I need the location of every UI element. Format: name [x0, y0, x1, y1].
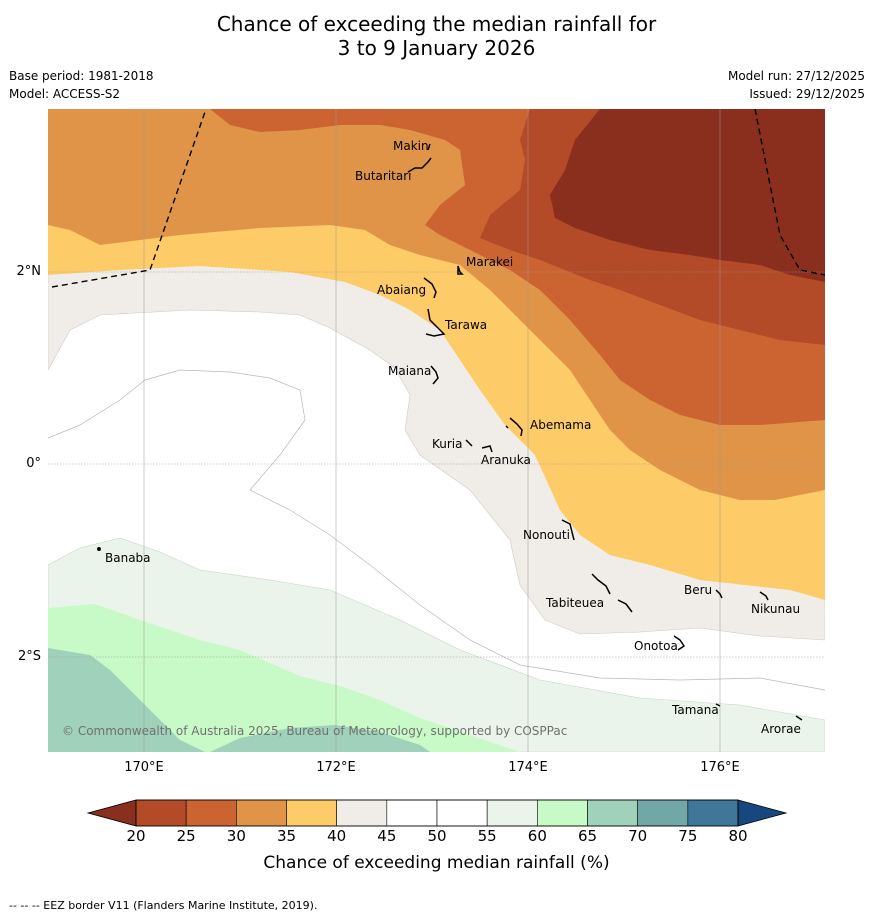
eez-border-east	[754, 109, 825, 276]
eez-border	[51, 109, 825, 288]
island-shape-abemama	[505, 417, 523, 437]
colorbar-swatch	[386, 799, 438, 827]
place-label-abemama: Abemama	[530, 418, 592, 432]
model-name: Model: ACCESS-S2	[9, 87, 121, 101]
title-line-1: Chance of exceeding the median rainfall …	[216, 12, 657, 36]
colorbar-tick-label: 40	[327, 827, 347, 845]
island-shape-abaiang	[423, 277, 437, 299]
colorbar-tick-label: 35	[276, 827, 297, 845]
island-shape-beru	[715, 589, 723, 599]
colorbar-swatch	[185, 799, 237, 827]
lon-label-176e: 176°E	[700, 760, 740, 775]
colorbar-over-triangle	[737, 799, 788, 827]
island-shape-onotoa	[673, 635, 686, 651]
place-label-tamana: Tamana	[672, 703, 719, 717]
colorbar-swatch	[486, 799, 538, 827]
colorbar-swatch	[135, 799, 187, 827]
colorbar-swatch	[236, 799, 287, 827]
chart-title: Chance of exceeding the median rainfall …	[0, 12, 873, 60]
lat-label-equator: 0°	[26, 456, 41, 471]
lon-label-172e: 172°E	[316, 760, 356, 775]
colorbar-tick-label: 20	[126, 827, 146, 845]
colorbar-tick-label: 60	[527, 827, 547, 845]
meta-left: Base period: 1981-2018 Model: ACCESS-S2	[9, 67, 154, 103]
place-label-banaba: Banaba	[105, 551, 151, 565]
colorbar-swatch	[637, 799, 689, 827]
island-shape-makin	[427, 143, 431, 151]
place-label-nonouti: Nonouti	[523, 528, 570, 542]
place-label-abaiang: Abaiang	[377, 283, 427, 297]
lat-label-2s: 2°S	[17, 649, 41, 664]
island-shape-arorae	[795, 715, 803, 721]
band-65-70	[48, 648, 205, 752]
island-shape-nonouti	[561, 519, 575, 541]
colorbar-tick-label: 30	[226, 827, 246, 845]
place-label-nikunau: Nikunau	[751, 602, 801, 616]
colorbar-tick-label: 55	[477, 827, 497, 845]
colorbar-tick-label: 80	[728, 827, 748, 845]
place-label-arorae: Arorae	[761, 722, 801, 736]
place-label-tabiteuea: Tabiteuea	[546, 596, 605, 610]
graticule	[48, 109, 825, 752]
colorbar-tick-label: 25	[176, 827, 196, 845]
title-line-2: 3 to 9 January 2026	[337, 36, 536, 60]
colorbar-tick-label: 45	[377, 827, 397, 845]
copyright-notice: © Commonwealth of Australia 2025, Bureau…	[62, 724, 568, 738]
rainfall-map	[48, 109, 825, 752]
island-shape-marakei	[457, 265, 464, 275]
island-shape-tarawa	[425, 308, 446, 337]
band-60-65	[48, 604, 520, 752]
place-label-marakei: Marakei	[466, 255, 514, 269]
eez-footer-note: -- -- -- EEZ border V11 (Flanders Marine…	[9, 899, 318, 912]
island-shape-aranuka	[481, 445, 493, 453]
colorbar-swatch	[436, 799, 488, 827]
islands	[97, 143, 803, 721]
place-label-onotoa: Onotoa	[634, 639, 678, 653]
place-label-aranuka: Aranuka	[481, 453, 531, 467]
colorbar	[86, 799, 788, 827]
colorbar-under-triangle	[86, 799, 137, 827]
colorbar-swatch	[537, 799, 588, 827]
colorbar-tick-label: 70	[628, 827, 648, 845]
band-65-70-south	[210, 725, 430, 752]
island-shape-tamana	[715, 703, 721, 707]
colorbar-swatches	[135, 799, 739, 827]
colorbar-tick-label: 65	[577, 827, 598, 845]
place-label-makin: Makin	[393, 139, 429, 153]
colorbar-swatch	[336, 799, 388, 827]
lat-label-2n: 2°N	[16, 264, 42, 279]
lon-label-170e: 170°E	[124, 760, 164, 775]
colorbar-tick-label: 75	[678, 827, 698, 845]
meta-right: Model run: 27/12/2025 Issued: 29/12/2025	[728, 67, 865, 103]
model-run: Model run: 27/12/2025	[727, 69, 865, 83]
colorbar-swatch	[587, 799, 638, 827]
issued-date: Issued: 29/12/2025	[749, 87, 865, 101]
base-period: Base period: 1981-2018	[9, 69, 154, 83]
island-shape-nikunau	[759, 591, 769, 601]
island-shape-banaba	[97, 547, 101, 551]
island-shape-maiana	[430, 365, 439, 385]
island-shape-butaritari	[407, 157, 432, 173]
eez-border-west	[51, 109, 207, 288]
colorbar-swatch	[687, 799, 739, 827]
place-label-tarawa: Tarawa	[445, 318, 488, 332]
colorbar-frame	[135, 799, 739, 827]
band-below-20	[550, 109, 825, 282]
place-label-maiana: Maiana	[388, 364, 432, 378]
place-label-kuria: Kuria	[432, 437, 463, 451]
colorbar-tick-label: 50	[427, 827, 447, 845]
island-shape-tabiteuea	[591, 573, 633, 613]
place-label-beru: Beru	[684, 583, 713, 597]
island-shape-kuria	[465, 439, 473, 447]
place-label-butaritari: Butaritari	[355, 169, 412, 183]
contour-50	[48, 369, 825, 691]
colorbar-swatch	[286, 799, 337, 827]
lon-label-174e: 174°E	[508, 760, 548, 775]
colorbar-label: Chance of exceeding median rainfall (%)	[263, 853, 610, 873]
